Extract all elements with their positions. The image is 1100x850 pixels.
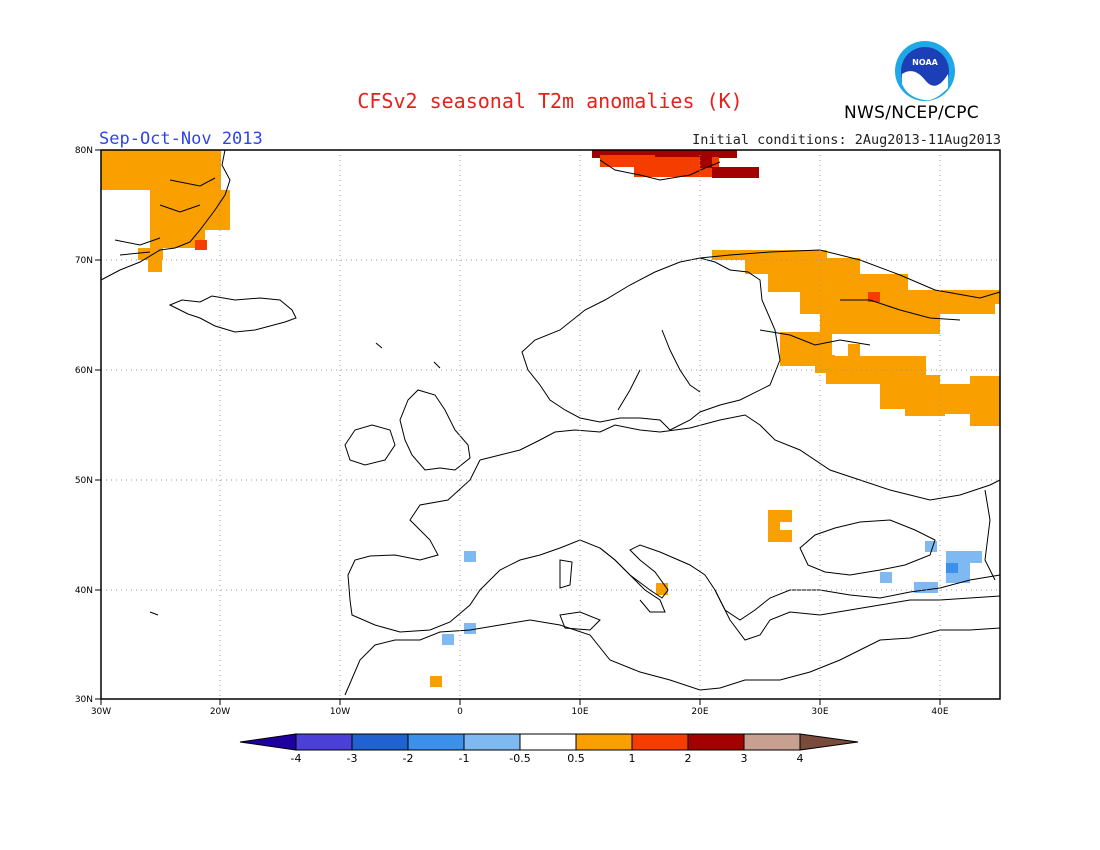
britain-coast [399, 389, 471, 471]
lat-tick-label: 70N [75, 256, 93, 266]
colorbar-label: -0.5 [509, 752, 531, 765]
greenland-hot-cell [195, 240, 207, 250]
arctic-warm-region [592, 150, 759, 178]
black-sea-coast [799, 519, 936, 576]
lat-tick-label: 80N [75, 146, 93, 156]
lon-tick-label: 10E [571, 707, 588, 717]
map-frame [100, 149, 1001, 700]
lat-tick-label: 40N [75, 586, 93, 596]
logo-text: NOAA [912, 58, 938, 67]
lon-tick-label: 20W [210, 707, 230, 717]
lon-tick-label: 30W [91, 707, 111, 717]
iceland-coast [168, 295, 297, 333]
colorbar-label: 1 [628, 752, 636, 765]
initial-conditions-label: Initial conditions: 2Aug2013-11Aug2013 [692, 132, 1001, 148]
europe-coast [479, 414, 1001, 501]
colorbar-label: -2 [402, 752, 414, 765]
lon-tick-label: 30E [811, 707, 828, 717]
russia-warm-region [712, 250, 1000, 426]
lon-tick-label: 20E [691, 707, 708, 717]
colorbar-label: 0.5 [567, 752, 585, 765]
tick-labels: 30W 20W 10W 0 10E 20E 30E 40E 30N 40N 50… [75, 146, 949, 717]
north-africa-coast [344, 619, 1001, 696]
lat-lon-grid [101, 150, 1000, 699]
lat-tick-label: 30N [75, 695, 93, 705]
season-label: Sep-Oct-Nov 2013 [99, 129, 263, 149]
lat-tick-label: 50N [75, 476, 93, 486]
ireland-coast [344, 424, 396, 466]
noaa-logo-icon [895, 41, 955, 101]
lon-tick-label: 40E [931, 707, 948, 717]
colorbar-label: 2 [684, 752, 692, 765]
lat-tick-label: 60N [75, 366, 93, 376]
coastlines [100, 149, 1001, 696]
colorbar [239, 733, 859, 751]
scandinavia-coast [521, 257, 781, 431]
lon-tick-label: 0 [457, 707, 463, 717]
greenland-warm-region [101, 150, 230, 272]
colorbar-label: -3 [346, 752, 358, 765]
colorbar-label: -1 [458, 752, 470, 765]
romania-warm-region [768, 510, 792, 542]
colorbar-label: 4 [796, 752, 804, 765]
italy-coast [599, 547, 666, 613]
lon-tick-label: 10W [330, 707, 350, 717]
axis-ticks [95, 149, 941, 705]
organization-label: NWS/NCEP/CPC [844, 103, 979, 123]
morocco-warm-cell [430, 676, 442, 687]
colorbar-label: 3 [740, 752, 748, 765]
cool-cells [442, 541, 982, 645]
map-title: CFSv2 seasonal T2m anomalies (K) [357, 89, 743, 113]
russia-hot-cell [868, 292, 880, 302]
anomaly-cells [101, 150, 1000, 687]
colorbar-label: -4 [290, 752, 302, 765]
